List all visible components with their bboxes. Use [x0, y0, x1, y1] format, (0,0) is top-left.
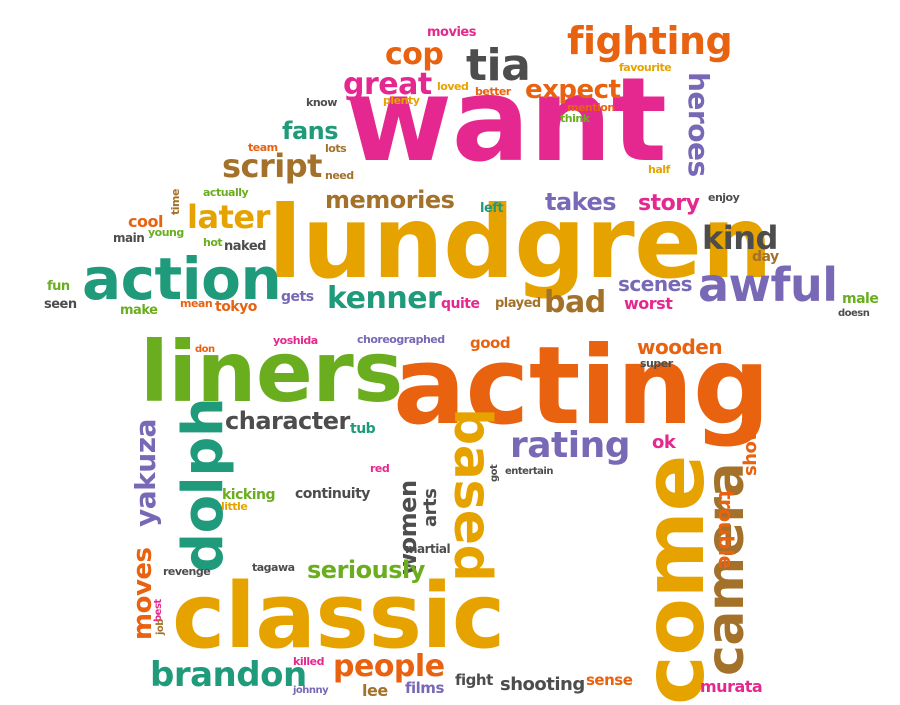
word-quite: quite	[441, 296, 480, 312]
word-little: little	[221, 500, 248, 513]
word-loved: loved	[437, 80, 469, 93]
word-martial: martial	[405, 542, 451, 556]
word-action: action	[82, 245, 282, 313]
word-better: better	[475, 85, 511, 98]
word-murata: murata	[700, 677, 763, 696]
word-entertain: entertain	[505, 466, 553, 477]
word-awful: awful	[698, 258, 838, 312]
word-day: day	[752, 249, 779, 265]
word-showdown: showdown	[740, 372, 761, 476]
word-mean: mean	[180, 297, 213, 310]
word-story: story	[638, 191, 700, 216]
word-great: great	[343, 67, 432, 102]
word-lee: lee	[362, 681, 388, 700]
word-naked: naked	[224, 239, 266, 254]
word-wooden: wooden	[637, 335, 723, 359]
word-acting: acting	[393, 324, 770, 449]
word-team: team	[248, 141, 278, 154]
word-arts: arts	[420, 488, 441, 527]
word-takes: takes	[545, 188, 617, 216]
word-seen: seen	[44, 297, 77, 312]
word-character: character	[225, 407, 350, 435]
word-left: left	[480, 201, 504, 216]
word-liners: liners	[140, 323, 403, 421]
word-continuity: continuity	[295, 486, 370, 502]
word-later: later	[187, 198, 270, 236]
word-scenes: scenes	[618, 272, 693, 296]
word-gets: gets	[281, 289, 314, 305]
word-ok: ok	[652, 432, 676, 453]
word-tub: tub	[350, 421, 376, 437]
word-expect: expect	[525, 75, 621, 105]
word-people: people	[333, 649, 445, 684]
word-fighting: fighting	[567, 19, 733, 63]
word-kicking: kicking	[222, 487, 276, 503]
word-make: make	[120, 303, 158, 318]
word-main: main	[113, 231, 145, 245]
word-kenner: kenner	[327, 281, 442, 316]
word-shooting: shooting	[500, 674, 585, 695]
word-male: male	[842, 291, 879, 307]
word-trouble: trouble	[714, 490, 738, 569]
word-lots: lots	[325, 142, 347, 155]
word-script: script	[222, 147, 322, 185]
word-got: got	[489, 464, 500, 482]
word-heroes: heroes	[682, 72, 715, 177]
word-killed: killed	[293, 655, 324, 668]
word-need: need	[325, 169, 354, 182]
word-enjoy: enjoy	[708, 191, 740, 204]
word-memories: memories	[325, 186, 455, 214]
word-lundgren: lundgren	[268, 184, 773, 301]
word-yoshida: yoshida	[273, 334, 318, 347]
word-want: want	[345, 53, 667, 188]
word-films: films	[405, 679, 444, 697]
word-bad: bad	[544, 285, 606, 320]
word-time: time	[169, 189, 182, 215]
word-revenge: revenge	[163, 565, 211, 578]
word-fans: fans	[282, 117, 339, 145]
word-fight: fight	[455, 671, 493, 689]
word-don: don	[195, 344, 215, 355]
word-brandon: brandon	[150, 655, 307, 695]
word-rating: rating	[510, 425, 631, 466]
word-know: know	[306, 96, 337, 109]
word-fun: fun	[47, 279, 70, 294]
word-dolph: dolph	[171, 397, 236, 573]
word-doesn: doesn	[838, 308, 870, 319]
word-kind: kind	[702, 219, 778, 257]
word-cop: cop	[385, 37, 444, 72]
word-sense: sense	[586, 671, 633, 689]
word-half: half	[648, 163, 670, 176]
word-choreographed: choreographed	[357, 333, 445, 346]
word-favourite: favourite	[619, 61, 672, 74]
word-played: played	[495, 296, 541, 311]
word-movies: movies	[427, 25, 476, 40]
word-classic: classic	[172, 564, 505, 669]
word-tokyo: tokyo	[215, 299, 257, 315]
word-actually: actually	[203, 186, 249, 199]
word-moves: moves	[128, 547, 158, 640]
word-cool: cool	[128, 212, 163, 231]
word-plenty: plenty	[383, 94, 420, 107]
word-tagawa: tagawa	[252, 561, 295, 574]
word-think: think	[560, 112, 590, 125]
word-good: good	[470, 334, 511, 352]
word-worst: worst	[624, 294, 673, 313]
word-tia: tia	[466, 40, 531, 91]
word-mention: mention	[567, 101, 615, 114]
word-yakuza: yakuza	[129, 419, 162, 527]
word-seriously: seriously	[307, 556, 425, 584]
word-super: super	[640, 357, 673, 370]
word-based: based	[442, 408, 502, 582]
word-red: red	[370, 462, 390, 475]
word-hot: hot	[203, 236, 223, 249]
word-young: young	[148, 226, 184, 239]
word-johnny: johnny	[293, 685, 329, 696]
word-job: job	[155, 619, 166, 635]
